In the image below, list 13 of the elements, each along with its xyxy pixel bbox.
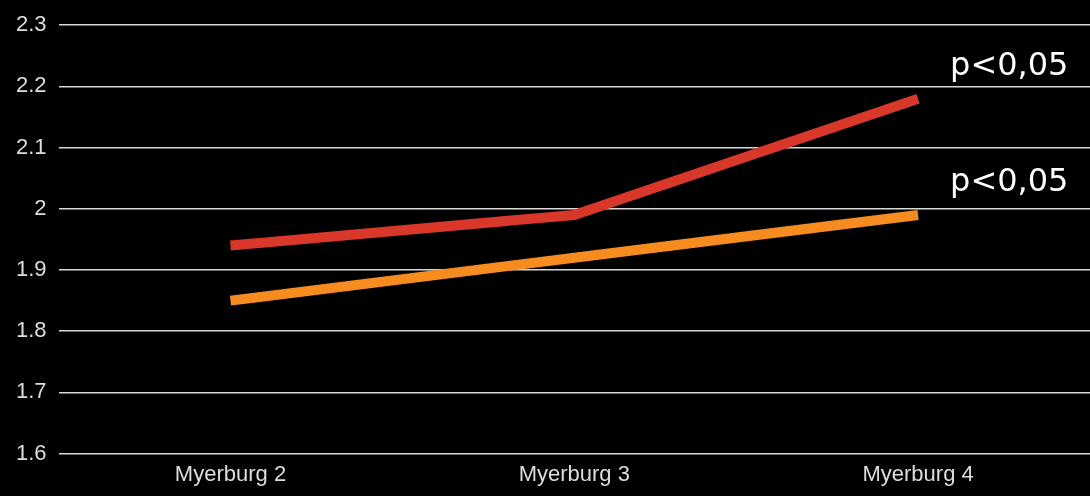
y-tick-label: 1.8: [15, 317, 47, 343]
y-tick-label: 2: [34, 194, 47, 220]
y-tick-label: 1.9: [15, 256, 47, 282]
y-tick-label: 1.6: [15, 439, 47, 465]
annotation: p<0,05: [950, 161, 1069, 200]
x-tick-label: Myerburg 4: [862, 460, 974, 486]
x-tick-label: Myerburg 3: [518, 460, 630, 486]
x-tick-label: Myerburg 2: [174, 460, 287, 486]
y-tick-label: 1.7: [15, 378, 47, 404]
annotation: p<0,05: [950, 44, 1069, 83]
y-tick-label: 2.2: [15, 72, 47, 98]
y-tick-label: 2.3: [15, 11, 47, 37]
y-tick-label: 2.1: [15, 133, 47, 159]
